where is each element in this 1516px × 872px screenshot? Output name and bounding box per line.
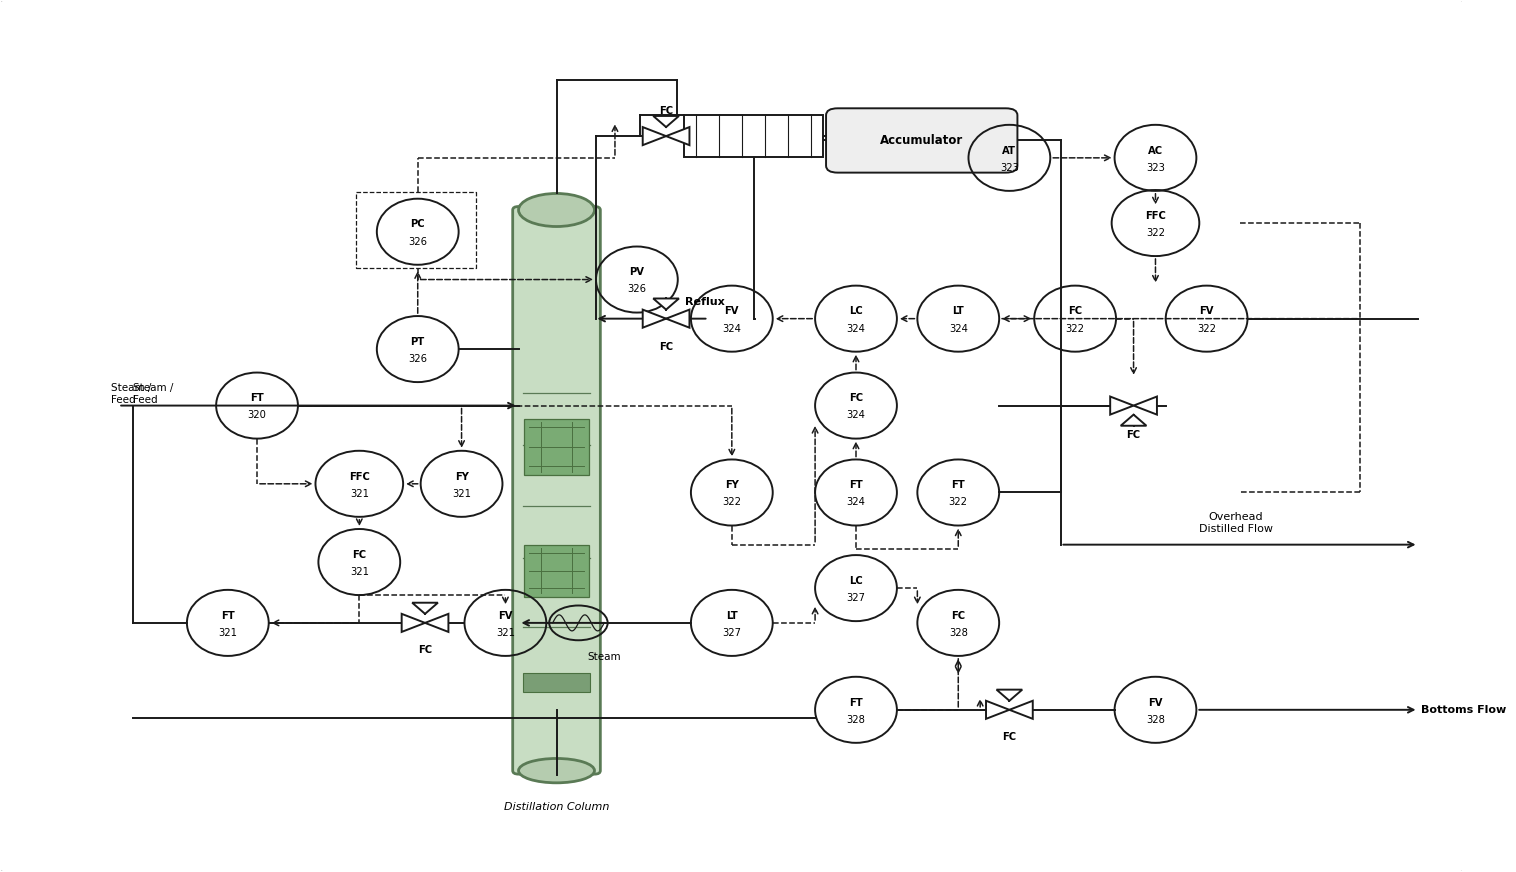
Text: 322: 322: [1066, 324, 1084, 334]
Text: 326: 326: [628, 284, 646, 295]
Text: AT: AT: [1002, 146, 1016, 155]
Polygon shape: [996, 690, 1022, 701]
FancyBboxPatch shape: [0, 0, 1472, 872]
Polygon shape: [412, 603, 438, 614]
Text: 327: 327: [722, 628, 741, 637]
FancyBboxPatch shape: [525, 419, 588, 475]
Text: FT: FT: [250, 393, 264, 404]
Text: FT: FT: [221, 610, 235, 621]
Text: 328: 328: [949, 628, 967, 637]
Text: 321: 321: [496, 628, 515, 637]
Text: Accumulator: Accumulator: [881, 134, 963, 147]
Text: 323: 323: [1146, 163, 1164, 173]
Text: 322: 322: [1146, 228, 1164, 238]
Text: 324: 324: [949, 324, 967, 334]
Text: FT: FT: [849, 698, 863, 707]
Text: 328: 328: [846, 715, 866, 725]
Text: 321: 321: [350, 567, 368, 577]
Text: FC: FC: [951, 610, 966, 621]
Ellipse shape: [518, 759, 594, 783]
Text: FV: FV: [499, 610, 512, 621]
Polygon shape: [1010, 701, 1032, 719]
Text: PC: PC: [411, 220, 424, 229]
Text: FFC: FFC: [1145, 211, 1166, 221]
Text: FC: FC: [352, 549, 367, 560]
Text: FT: FT: [849, 480, 863, 490]
Text: FY: FY: [725, 480, 738, 490]
Polygon shape: [1120, 414, 1146, 426]
Polygon shape: [653, 298, 679, 310]
Text: FT: FT: [952, 480, 966, 490]
Text: 320: 320: [247, 411, 267, 420]
Text: AC: AC: [1148, 146, 1163, 155]
Text: FC: FC: [1002, 732, 1016, 741]
Text: 327: 327: [846, 593, 866, 603]
Text: 321: 321: [350, 488, 368, 499]
Text: FC: FC: [659, 106, 673, 116]
Polygon shape: [666, 310, 690, 328]
FancyBboxPatch shape: [523, 673, 590, 692]
Text: 324: 324: [723, 324, 741, 334]
FancyBboxPatch shape: [684, 115, 823, 157]
Text: LC: LC: [849, 306, 863, 317]
Polygon shape: [643, 310, 666, 328]
Ellipse shape: [518, 194, 594, 227]
Text: 323: 323: [1001, 163, 1019, 173]
Polygon shape: [402, 614, 424, 632]
Text: 324: 324: [846, 411, 866, 420]
Text: LT: LT: [726, 610, 738, 621]
Text: Steam /
Feed: Steam / Feed: [111, 384, 152, 405]
Text: FC: FC: [418, 644, 432, 655]
Text: FV: FV: [1148, 698, 1163, 707]
FancyBboxPatch shape: [512, 207, 600, 774]
Polygon shape: [666, 127, 690, 145]
Text: 321: 321: [218, 628, 238, 637]
Text: FV: FV: [725, 306, 740, 317]
Text: 322: 322: [1198, 324, 1216, 334]
FancyBboxPatch shape: [525, 545, 588, 596]
Text: 322: 322: [722, 497, 741, 508]
Text: FC: FC: [1069, 306, 1082, 317]
Text: LC: LC: [849, 576, 863, 586]
Polygon shape: [643, 127, 666, 145]
Text: FC: FC: [659, 342, 673, 352]
Text: FC: FC: [849, 393, 863, 404]
Text: FC: FC: [1126, 430, 1140, 439]
Text: 328: 328: [1146, 715, 1164, 725]
Text: Distillation Column: Distillation Column: [503, 802, 609, 812]
Text: Overhead
Distilled Flow: Overhead Distilled Flow: [1199, 512, 1273, 534]
Polygon shape: [424, 614, 449, 632]
Text: PV: PV: [629, 268, 644, 277]
Text: 322: 322: [949, 497, 967, 508]
Polygon shape: [1134, 397, 1157, 414]
Polygon shape: [985, 701, 1010, 719]
Text: 324: 324: [846, 324, 866, 334]
Text: 321: 321: [452, 488, 471, 499]
Text: 324: 324: [846, 497, 866, 508]
Text: FY: FY: [455, 472, 468, 481]
Polygon shape: [1110, 397, 1134, 414]
Text: Steam /
Feed: Steam / Feed: [133, 384, 173, 405]
Text: Steam: Steam: [587, 651, 622, 662]
Text: PT: PT: [411, 337, 424, 347]
Text: FFC: FFC: [349, 472, 370, 481]
Text: FV: FV: [1199, 306, 1214, 317]
FancyBboxPatch shape: [826, 108, 1017, 173]
Text: 326: 326: [408, 236, 428, 247]
Text: Reflux: Reflux: [685, 297, 725, 307]
Text: LT: LT: [952, 306, 964, 317]
Text: 326: 326: [408, 354, 428, 364]
Polygon shape: [653, 116, 679, 127]
Text: Bottoms Flow: Bottoms Flow: [1422, 705, 1507, 715]
